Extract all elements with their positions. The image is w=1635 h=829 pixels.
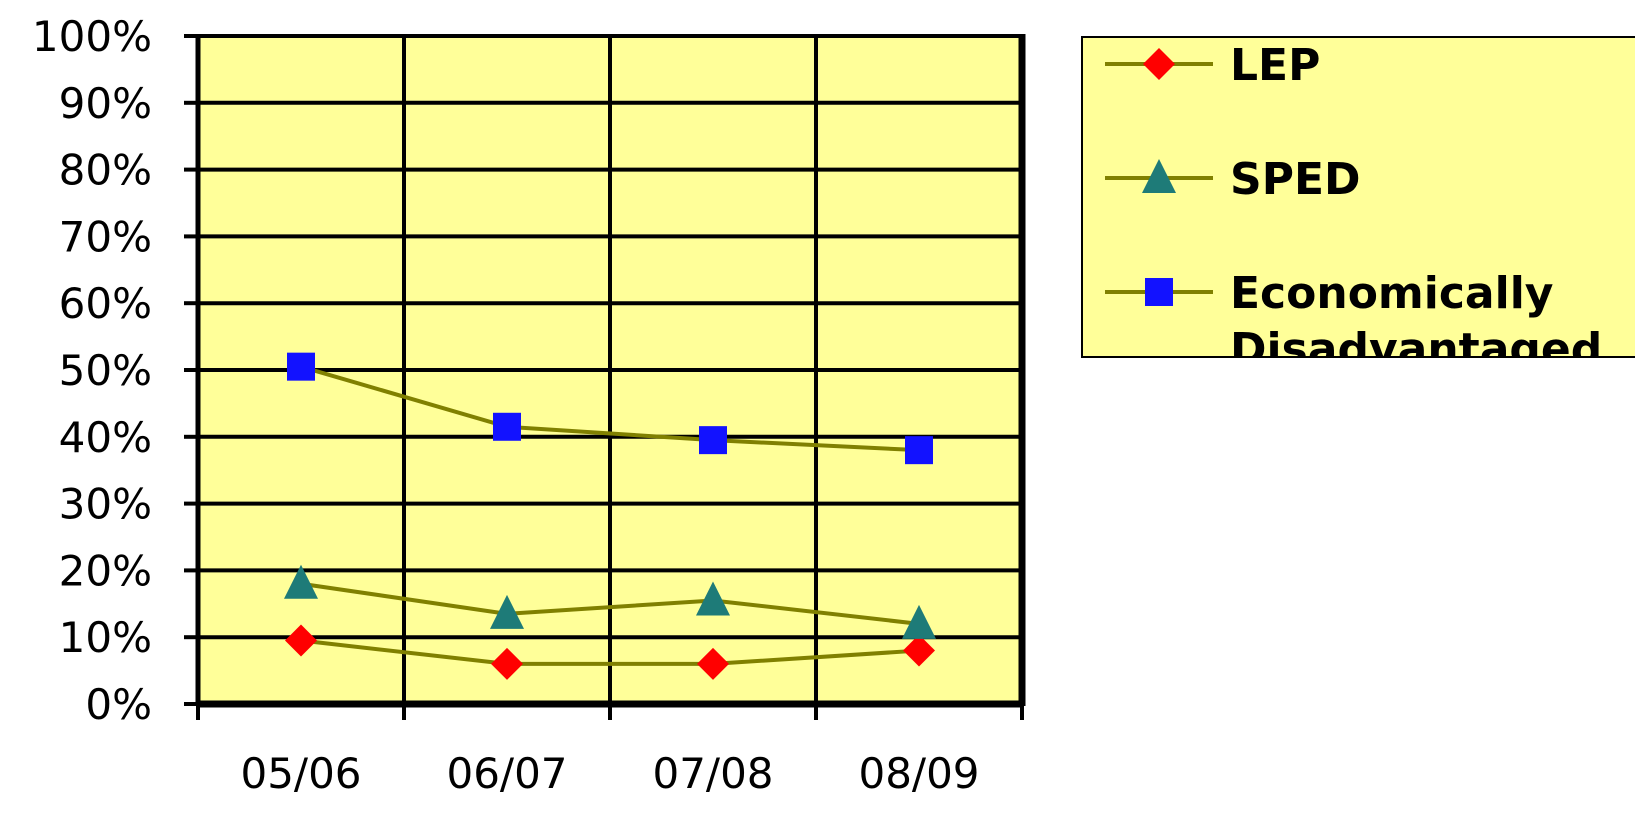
y-tick-label: 50% — [59, 346, 152, 395]
legend-item: SPED — [1105, 154, 1361, 205]
legend-marker — [1145, 278, 1173, 306]
data-point — [696, 581, 730, 616]
y-tick-label: 60% — [59, 279, 152, 328]
y-tick-label: 70% — [59, 212, 152, 261]
data-point — [285, 624, 317, 657]
series-line — [300, 364, 920, 453]
y-tick-label: 90% — [59, 79, 152, 128]
series-layer — [284, 352, 936, 680]
data-point — [697, 647, 729, 680]
data-point — [284, 564, 318, 599]
series-sped — [284, 564, 936, 639]
y-tick-label: 80% — [59, 146, 152, 195]
data-point — [493, 412, 521, 441]
series-line — [300, 638, 920, 666]
data-point — [903, 634, 935, 667]
x-tick-label: 05/06 — [240, 749, 361, 798]
data-point — [905, 436, 933, 465]
legend-label-line2: Disadvantaged — [1230, 324, 1602, 375]
legend-item: LEP — [1105, 40, 1320, 91]
data-point — [902, 604, 936, 639]
data-point — [287, 352, 315, 381]
plot-area — [196, 34, 1026, 708]
y-axis: 0% 10% 20% 30% 40% 50% 60% 70% 80% 90% 100% — [32, 12, 201, 729]
data-point — [699, 426, 727, 455]
data-point — [490, 594, 524, 629]
x-axis: 05/06 06/07 07/08 08/09 — [196, 704, 1024, 798]
series-line — [300, 581, 920, 626]
y-tick-label: 40% — [59, 413, 152, 462]
x-tick-label: 07/08 — [652, 749, 773, 798]
series-economically-disadvantaged — [287, 352, 933, 465]
legend-label: Economically — [1230, 268, 1553, 319]
y-tick-label: 100% — [32, 12, 152, 61]
legend-marker — [1143, 48, 1175, 80]
data-point — [491, 647, 523, 680]
y-tick-label: 10% — [59, 613, 152, 662]
legend-label: LEP — [1230, 40, 1320, 91]
legend-marker — [1142, 159, 1176, 193]
y-tick-label: 20% — [59, 546, 152, 595]
legend-label: SPED — [1230, 154, 1361, 205]
legend-box — [1081, 36, 1635, 358]
y-tick-label: 30% — [59, 480, 152, 529]
x-tick-label: 08/09 — [858, 749, 979, 798]
y-tick-label: 0% — [85, 680, 152, 729]
x-tick-label: 06/07 — [446, 749, 567, 798]
series-lep — [285, 624, 935, 680]
